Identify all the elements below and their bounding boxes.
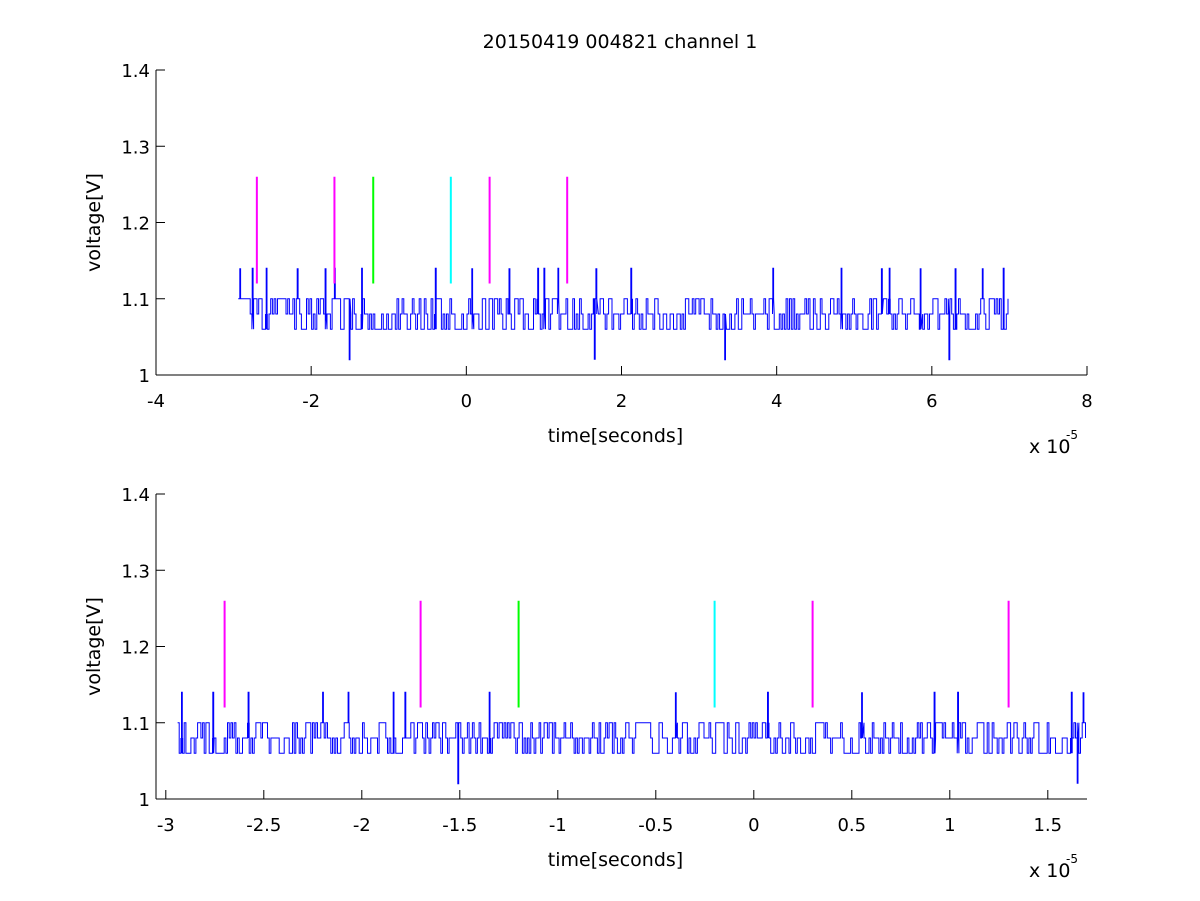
x-multiplier-exponent: -5 xyxy=(1066,428,1078,442)
chart-1: -4 -2 0 2 4 6 8 1 1.1 1.2 1.3 1.4 time[seconds] volta… xyxy=(83,61,1093,458)
y-tick-label: 1.1 xyxy=(121,290,150,311)
x-tick-label: 8 xyxy=(1081,391,1092,412)
x-tick-label: 1 xyxy=(944,815,955,836)
y-axis-title: voltage[V] xyxy=(83,597,105,696)
x-tick-label: 0.5 xyxy=(837,815,866,836)
x-multiplier-label: x 10 xyxy=(1029,436,1070,458)
x-tick-label: 2 xyxy=(616,391,627,412)
y-tick-label: 1 xyxy=(139,366,150,387)
y-tick-label: 1.4 xyxy=(121,485,150,506)
y-axis-title: voltage[V] xyxy=(83,173,105,272)
y-tick-label: 1.3 xyxy=(121,561,150,582)
signal-trace xyxy=(177,691,1086,785)
y-tick-label: 1.4 xyxy=(121,61,150,82)
x-tick-label: -1 xyxy=(549,815,567,836)
x-axis-title: time[seconds] xyxy=(548,849,683,871)
x-tick-label: -2.5 xyxy=(246,815,281,836)
x-tick-label: 0 xyxy=(461,391,472,412)
x-tick-label: 6 xyxy=(926,391,937,412)
y-tick-label: 1 xyxy=(139,790,150,811)
y-tick-label: 1.2 xyxy=(121,638,150,659)
x-multiplier-exponent: -5 xyxy=(1066,852,1078,866)
x-tick-label: 0 xyxy=(748,815,759,836)
x-tick-label: -2 xyxy=(302,391,320,412)
x-tick-label: -1.5 xyxy=(442,815,477,836)
x-tick-label: -3 xyxy=(157,815,175,836)
chart-2: -3 -2.5 -2 -1.5 -1 -0.5 0 0.5 1 1.5 1 1.1 1.2 1.3 1.4 t… xyxy=(83,485,1087,882)
x-multiplier-label: x 10 xyxy=(1029,860,1070,882)
x-tick-label: 4 xyxy=(771,391,782,412)
y-tick-label: 1.2 xyxy=(121,214,150,235)
x-axis-title: time[seconds] xyxy=(548,425,683,447)
signal-trace xyxy=(238,267,1009,361)
x-tick-label: -0.5 xyxy=(638,815,673,836)
x-tick-label: -4 xyxy=(147,391,165,412)
figure-title: 20150419 004821 channel 1 xyxy=(483,31,758,53)
y-tick-label: 1.1 xyxy=(121,714,150,735)
x-tick-label: 1.5 xyxy=(1033,815,1062,836)
y-tick-label: 1.3 xyxy=(121,137,150,158)
x-tick-label: -2 xyxy=(353,815,371,836)
